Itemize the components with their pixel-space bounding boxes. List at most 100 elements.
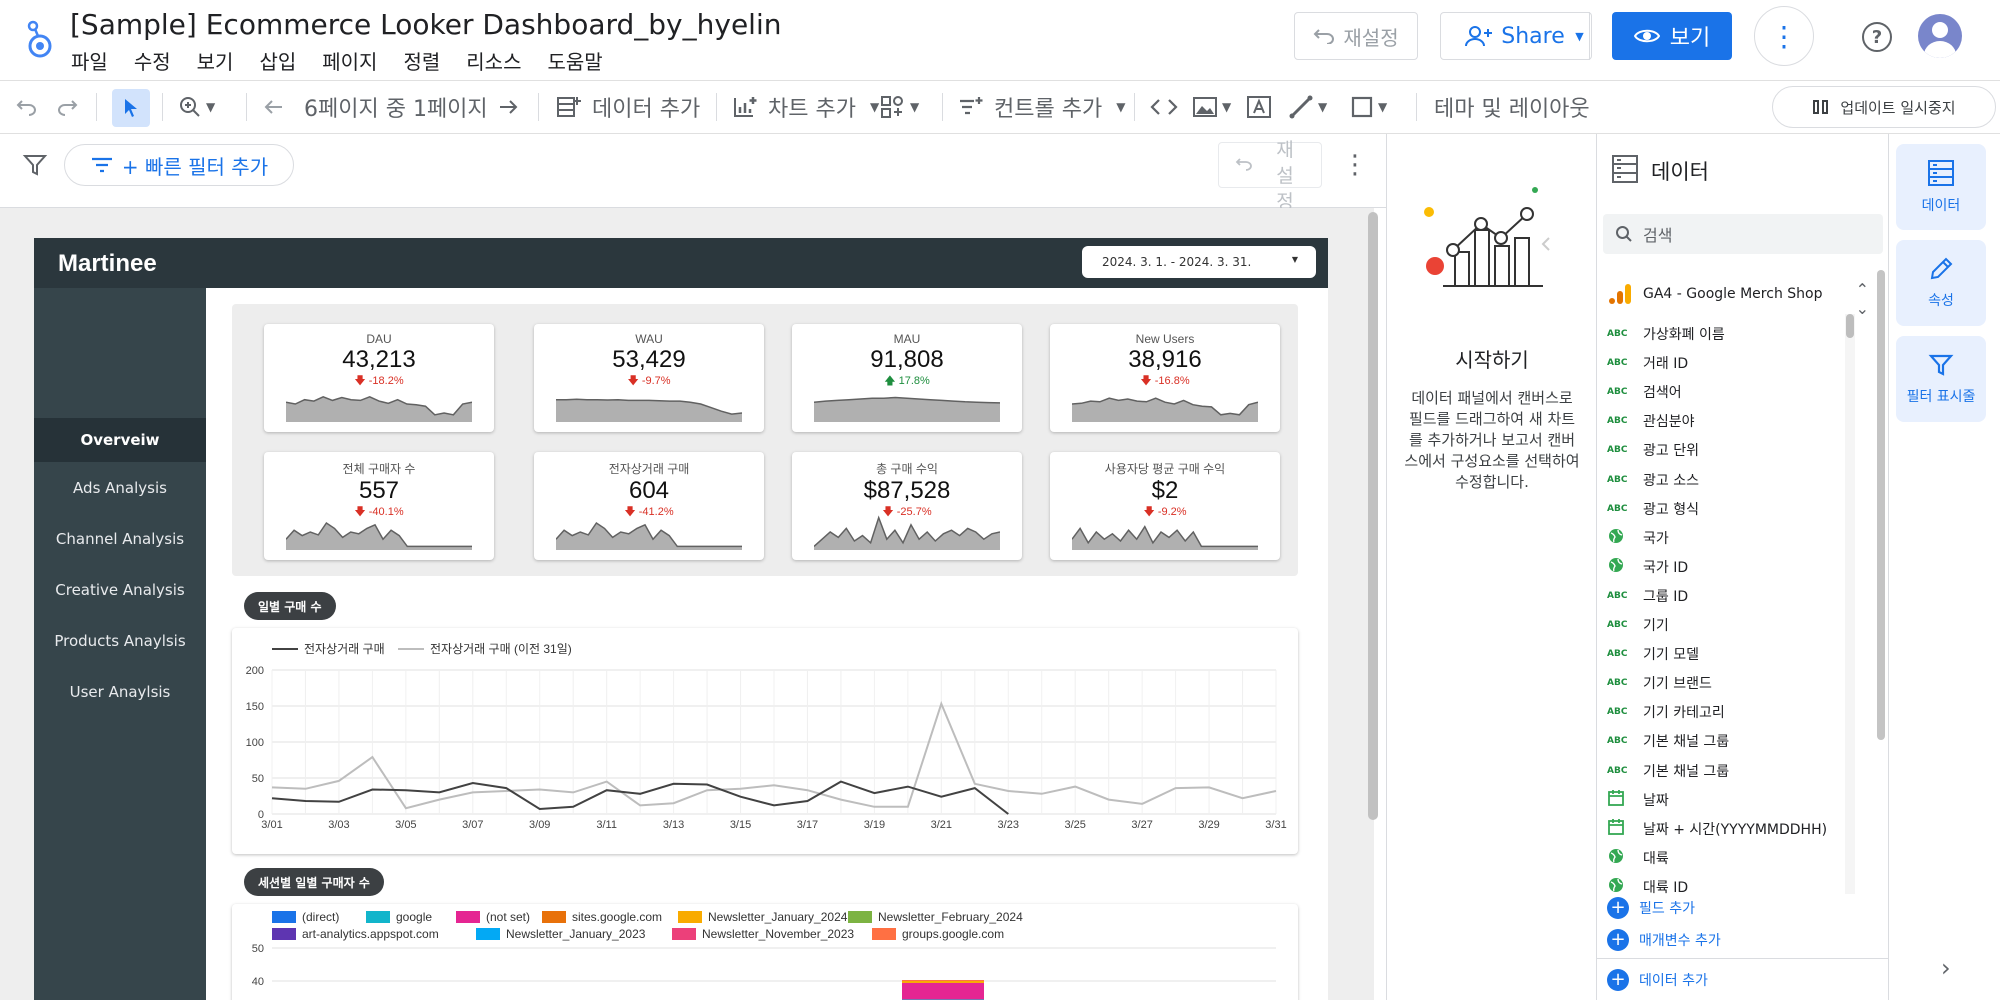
more-options-icon[interactable]: ⋮	[1754, 6, 1814, 66]
page-indicator[interactable]: 6페이지 중 1페이지	[304, 97, 488, 122]
field-item[interactable]: ABC 광고 단위	[1607, 436, 1699, 464]
series-line[interactable]	[271, 700, 1277, 810]
daily-purchases-chart[interactable]: 전자상거래 구매 전자상거래 구매 (이전 31일) 0 50 100 150 200 3…	[232, 628, 1298, 854]
chevron-right-icon[interactable]: ›	[1941, 954, 1951, 982]
add-chart-button[interactable]: 차트 추가 ▼	[732, 81, 879, 133]
kpi-card[interactable]: 전자상거래 구매 604 🡇 -41.2%	[534, 452, 764, 560]
nav-overview[interactable]: Overveiw	[34, 418, 206, 462]
menu-view[interactable]: 보기	[196, 50, 234, 74]
field-item[interactable]: ABC 기기 카테고리	[1607, 698, 1725, 726]
filter-icon[interactable]	[22, 152, 48, 178]
menu-help[interactable]: 도움말	[547, 50, 603, 74]
field-item[interactable]: 날짜 + 시간(YYYYMMDDHH)	[1607, 815, 1827, 843]
kpi-card[interactable]: New Users 38,916 🡇 -16.8%	[1050, 324, 1280, 432]
share-button[interactable]: Share	[1440, 12, 1590, 60]
kpi-card[interactable]: MAU 91,808 🡅 17.8%	[792, 324, 1022, 432]
legend-item[interactable]: (direct)	[272, 910, 339, 924]
nav-user-analysis[interactable]: User Anaylsis	[69, 683, 171, 701]
document-title[interactable]: [Sample] Ecommerce Looker Dashboard_by_h…	[70, 8, 782, 41]
field-item[interactable]: 대륙	[1607, 844, 1669, 872]
looker-studio-logo-icon[interactable]	[22, 16, 58, 62]
legend-item[interactable]: 전자상거래 구매 (이전 31일)	[398, 640, 572, 657]
field-item[interactable]: 날짜	[1607, 786, 1669, 814]
share-dropdown-button[interactable]: ▼	[1568, 12, 1592, 60]
legend-item[interactable]: 전자상거래 구매	[272, 640, 385, 657]
legend-item[interactable]: google	[366, 910, 432, 924]
field-item[interactable]: ABC 기기	[1607, 611, 1669, 639]
channel-purchasers-chart[interactable]: (direct) google (not set) sites.google.com N…	[232, 904, 1298, 1000]
field-item[interactable]: 대륙 ID	[1607, 873, 1688, 901]
rail-filter-bar-button[interactable]: 필터 표시줄	[1896, 336, 1986, 422]
field-item[interactable]: ABC 기기 브랜드	[1607, 669, 1712, 697]
add-field-button[interactable]: + 필드 추가	[1607, 894, 1695, 922]
rail-properties-button[interactable]: 속성	[1896, 240, 1986, 326]
legend-item[interactable]: groups.google.com	[872, 927, 1004, 941]
nav-creative-analysis[interactable]: Creative Analysis	[55, 581, 185, 599]
more-options-icon[interactable]: ⋮	[1342, 150, 1368, 180]
community-viz-icon[interactable]: ▼	[880, 81, 919, 133]
kpi-card[interactable]: 총 구매 수익 $87,528 🡇 -25.7%	[792, 452, 1022, 560]
line-icon[interactable]: ▼	[1288, 81, 1327, 133]
field-item[interactable]: ABC 기본 채널 그룹	[1607, 727, 1729, 755]
add-data-source-button[interactable]: + 데이터 추가	[1607, 966, 1708, 994]
text-box-icon[interactable]	[1246, 81, 1272, 133]
field-item[interactable]: ABC 관심분야	[1607, 407, 1695, 435]
field-search-input[interactable]: 검색	[1603, 214, 1883, 254]
canvas-scrollbar[interactable]	[1368, 212, 1378, 820]
reset-button[interactable]: 재설정	[1294, 12, 1418, 60]
bar-segment[interactable]	[902, 982, 984, 1000]
field-item[interactable]: ABC 가상화폐 이름	[1607, 320, 1725, 348]
nav-channel-analysis[interactable]: Channel Analysis	[55, 530, 185, 548]
legend-item[interactable]: Newsletter_February_2024	[848, 910, 1023, 924]
embed-code-icon[interactable]	[1150, 81, 1178, 133]
field-item[interactable]: ABC 기본 채널 그룹	[1607, 757, 1729, 785]
quick-filter-button[interactable]: + 빠른 필터 추가	[64, 144, 294, 186]
bar-segment[interactable]	[902, 980, 984, 983]
bar-segment[interactable]	[902, 980, 984, 981]
filter-reset-button[interactable]: 재 설 정	[1218, 139, 1322, 213]
field-item[interactable]: ABC 검색어	[1607, 378, 1682, 406]
field-item[interactable]: 국가 ID	[1607, 553, 1688, 581]
help-icon[interactable]: ?	[1862, 22, 1892, 52]
next-page-icon[interactable]	[496, 81, 520, 133]
nav-products-analysis[interactable]: Products Anaylsis	[54, 632, 186, 650]
add-parameter-button[interactable]: + 매개변수 추가	[1607, 926, 1721, 954]
series-line[interactable]	[271, 780, 1009, 815]
previous-page-icon[interactable]	[262, 81, 286, 133]
view-button[interactable]: 보기	[1612, 12, 1732, 60]
field-item[interactable]: ABC 광고 소스	[1607, 466, 1699, 494]
field-item[interactable]: 국가	[1607, 524, 1669, 552]
legend-item[interactable]: Newsletter_January_2023	[476, 927, 645, 941]
data-panel-scrollbar[interactable]	[1877, 270, 1885, 740]
avatar[interactable]	[1918, 14, 1962, 58]
field-item[interactable]: ABC 그룹 ID	[1607, 582, 1688, 610]
menu-arrange[interactable]: 정렬	[403, 50, 441, 74]
legend-item[interactable]: sites.google.com	[542, 910, 662, 924]
menu-edit[interactable]: 수정	[133, 50, 171, 74]
field-list-scrollbar[interactable]	[1845, 314, 1855, 894]
legend-item[interactable]: Newsletter_November_2023	[672, 927, 854, 941]
date-range-picker[interactable]: 2024. 3. 1. - 2024. 3. 31. ▼	[1082, 246, 1316, 278]
kpi-card[interactable]: DAU 43,213 🡇 -18.2%	[264, 324, 494, 432]
kpi-card[interactable]: 전체 구매자 수 557 🡇 -40.1%	[264, 452, 494, 560]
add-control-button[interactable]: 컨트롤 추가 ▼	[958, 81, 1125, 133]
add-data-button[interactable]: 데이터 추가	[556, 81, 700, 133]
menu-page[interactable]: 페이지	[322, 50, 378, 74]
image-icon[interactable]: ▼	[1192, 81, 1231, 133]
field-item[interactable]: ABC 기기 모델	[1607, 640, 1699, 668]
nav-ads-analysis[interactable]: Ads Analysis	[73, 479, 167, 497]
kpi-card[interactable]: WAU 53,429 🡇 -9.7%	[534, 324, 764, 432]
field-item[interactable]: ABC 광고 형식	[1607, 495, 1699, 523]
legend-item[interactable]: (not set)	[456, 910, 530, 924]
select-tool-icon[interactable]	[112, 89, 150, 127]
theme-layout-button[interactable]: 테마 및 레이아웃	[1434, 97, 1590, 122]
menu-file[interactable]: 파일	[71, 50, 108, 74]
rail-data-button[interactable]: 데이터	[1896, 144, 1986, 230]
shape-icon[interactable]: ▼	[1350, 81, 1387, 133]
data-source-selector[interactable]: GA4 - Google Merch Shop ⌃ ⌄	[1607, 276, 1869, 318]
legend-item[interactable]: art-analytics.appspot.com	[272, 927, 439, 941]
kpi-card[interactable]: 사용자당 평균 구매 수익 $2 🡇 -9.2%	[1050, 452, 1280, 560]
pause-updates-button[interactable]: 업데이트 일시중지	[1772, 86, 1996, 128]
menu-insert[interactable]: 삽입	[259, 50, 297, 74]
zoom-icon[interactable]: ▼	[178, 81, 215, 133]
